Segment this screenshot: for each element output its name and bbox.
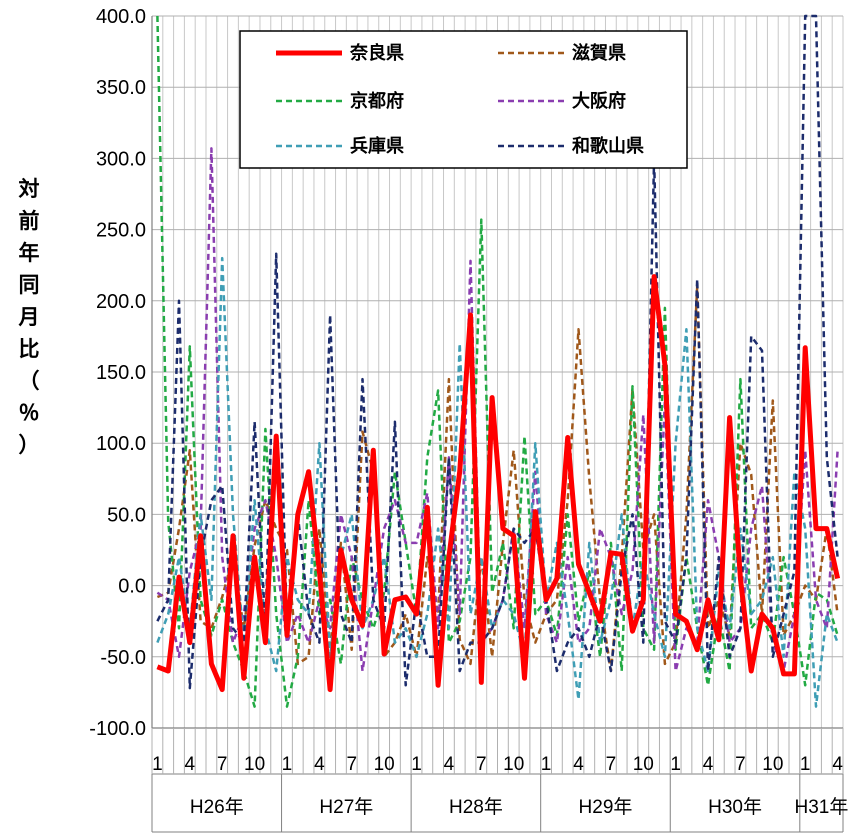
year-label: H31年 xyxy=(794,796,848,818)
y-axis-label-char: 月 xyxy=(18,306,40,329)
y-axis-ticks: 400.0 350.0 300.0 250.0 200.0 150.0 100.0 50.0 0… xyxy=(89,6,146,740)
legend-label: 奈良県 xyxy=(349,42,404,63)
x-tick-label: 7 xyxy=(217,754,228,775)
x-tick-label: 10 xyxy=(244,754,265,775)
x-tick-label: 10 xyxy=(762,754,783,775)
year-label: H26年 xyxy=(190,796,244,818)
x-tick-label: 7 xyxy=(346,754,357,775)
y-axis-label-char: 比 xyxy=(19,338,40,361)
series-line-5 xyxy=(156,14,839,690)
y-tick-label: 0.0 xyxy=(118,576,146,598)
x-tick-label: 10 xyxy=(374,754,395,775)
legend-label: 和歌山県 xyxy=(572,135,644,156)
y-axis-label-char: 年 xyxy=(19,241,40,265)
y-axis-label-char: ） xyxy=(19,433,40,457)
y-tick-label: 200.0 xyxy=(96,291,146,313)
series-line-0 xyxy=(156,274,841,693)
x-tick-label: 1 xyxy=(670,754,681,775)
legend-label: 大阪府 xyxy=(572,90,626,111)
x-tick-label: 4 xyxy=(703,754,714,775)
y-axis-label-char: ％ xyxy=(19,402,40,425)
x-tick-label: 4 xyxy=(185,754,196,775)
y-tick-label: 100.0 xyxy=(96,433,146,455)
y-axis-label-char: 前 xyxy=(19,209,40,233)
year-label: H29年 xyxy=(579,796,633,818)
year-label: H27年 xyxy=(319,796,373,818)
series-line-4 xyxy=(156,256,839,708)
x-tick-label: 1 xyxy=(541,754,552,775)
x-tick-label: 10 xyxy=(503,754,524,775)
x-tick-label: 1 xyxy=(152,754,163,775)
y-tick-label: 50.0 xyxy=(107,504,146,526)
x-tick-label: 10 xyxy=(633,754,654,775)
x-tick-label: 7 xyxy=(606,754,617,775)
legend-label: 滋賀県 xyxy=(572,42,626,63)
x-tick-label: 1 xyxy=(282,754,293,775)
x-axis-year-labels: H26年 H27年 H28年 H29年 H30年 H31年 xyxy=(190,796,848,818)
x-tick-label: 4 xyxy=(444,754,455,775)
y-axis-label-char: 対 xyxy=(19,177,40,201)
legend-label: 兵庫県 xyxy=(350,135,404,156)
x-tick-label: 4 xyxy=(832,754,843,775)
series-lines xyxy=(156,14,841,708)
y-tick-label: -50.0 xyxy=(100,647,146,669)
y-tick-label: 400.0 xyxy=(96,6,146,28)
x-tick-label: 1 xyxy=(411,754,422,775)
x-tick-label: 7 xyxy=(735,754,746,775)
x-tick-label: 4 xyxy=(314,754,325,775)
x-tick-label: 1 xyxy=(800,754,811,775)
y-tick-label: 300.0 xyxy=(96,148,146,170)
x-tick-label: 4 xyxy=(573,754,584,775)
legend-label: 京都府 xyxy=(350,90,404,111)
axes xyxy=(151,16,844,833)
year-label: H28年 xyxy=(449,796,503,818)
y-tick-label: 350.0 xyxy=(96,77,146,99)
y-tick-label: 250.0 xyxy=(96,220,146,242)
y-axis-label-char: 同 xyxy=(19,274,40,297)
y-tick-label: -100.0 xyxy=(89,718,146,740)
year-label: H30年 xyxy=(708,796,762,818)
x-tick-label: 7 xyxy=(476,754,487,775)
y-tick-label: 150.0 xyxy=(96,362,146,384)
x-axis-month-ticks: 1 4 7 10 1 4 7 10 1 4 7 10 1 4 7 10 1 4 7 10 1 4 xyxy=(152,754,843,775)
y-axis-label-char: （ xyxy=(19,369,40,393)
